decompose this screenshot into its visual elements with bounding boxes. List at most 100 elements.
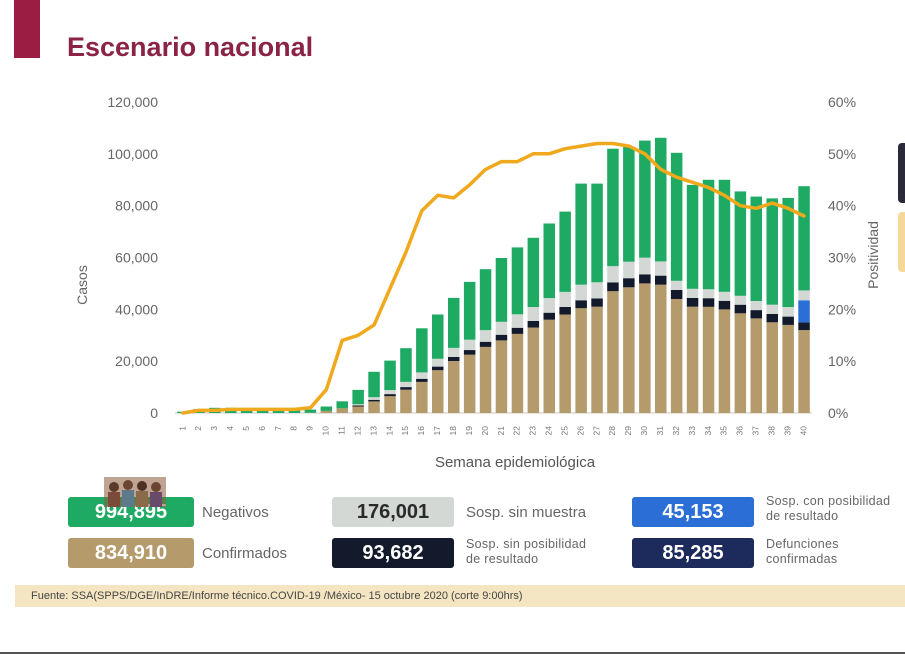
bar-negativos-w38 bbox=[766, 198, 778, 305]
bar-confirmados-w18 bbox=[448, 361, 460, 413]
bar-confirmados-w22 bbox=[511, 334, 524, 413]
y-tick-label: 120,000 bbox=[107, 94, 158, 110]
sosp-con-posibilidad-label: Sosp. con posibilidad de resultado bbox=[766, 494, 890, 524]
bar-sosp-sin-muestra-w35 bbox=[718, 291, 731, 301]
bar-confirmados-w33 bbox=[686, 306, 699, 413]
bar-confirmados-w30 bbox=[639, 283, 651, 413]
confirmados-label: Confirmados bbox=[202, 545, 288, 562]
x-tick-label: 7 bbox=[273, 426, 283, 431]
bar-sosp-sin-muestra-w17 bbox=[432, 358, 444, 367]
y-axis-label: Casos bbox=[74, 265, 90, 305]
y-tick-label: 80,000 bbox=[115, 198, 158, 214]
x-tick-label: 14 bbox=[384, 426, 394, 436]
cropped-panel-fragment-light bbox=[898, 212, 905, 272]
cropped-panel-fragment-dark bbox=[898, 143, 905, 203]
bar-sosp-sin-posibilidad-de-resultado-w34 bbox=[702, 298, 715, 307]
x-tick-label: 24 bbox=[543, 426, 553, 436]
defunciones-label: Defunciones confirmadas bbox=[766, 537, 839, 567]
bar-confirmados-w19 bbox=[463, 354, 476, 413]
x-tick-label: 5 bbox=[241, 426, 251, 431]
bar-negativos-w31 bbox=[655, 137, 667, 262]
bar-confirmados-w17 bbox=[432, 370, 444, 413]
bar-confirmados-w16 bbox=[416, 381, 428, 413]
bar-sosp-sin-posibilidad-de-resultado-w35 bbox=[718, 300, 731, 310]
x-tick-label: 10 bbox=[321, 426, 331, 436]
bar-sosp-sin-muestra-w20 bbox=[479, 330, 492, 342]
x-tick-label: 35 bbox=[719, 426, 729, 436]
bar-negativos-w9 bbox=[304, 409, 317, 413]
x-tick-label: 32 bbox=[671, 426, 681, 436]
bar-sosp-sin-muestra-w15 bbox=[400, 381, 412, 388]
bar-confirmados-w38 bbox=[766, 322, 778, 413]
bar-sosp-sin-muestra-w24 bbox=[543, 298, 555, 313]
bar-sosp-sin-posibilidad-de-resultado-w23 bbox=[527, 321, 540, 328]
x-tick-label: 26 bbox=[575, 426, 585, 436]
y2-tick-label: 30% bbox=[828, 250, 856, 266]
bar-sosp-sin-muestra-w29 bbox=[623, 261, 635, 279]
bar-negativos-w14 bbox=[384, 360, 396, 391]
defunciones-value: 85,285 bbox=[662, 541, 724, 564]
x-tick-label: 6 bbox=[257, 426, 267, 431]
defunciones-badge: 85,285 bbox=[632, 538, 754, 568]
bar-negativos-w17 bbox=[432, 314, 444, 359]
bar-sosp-sin-posibilidad-de-resultado-w26 bbox=[575, 300, 587, 309]
bar-sosp-sin-muestra-w32 bbox=[670, 280, 683, 290]
bar-negativos-w28 bbox=[607, 148, 619, 267]
x-tick-label: 22 bbox=[512, 426, 522, 436]
y-tick-label: 100,000 bbox=[107, 146, 158, 162]
negativos-label: Negativos bbox=[202, 504, 269, 521]
sosp-sin-posibilidad-label-line1: Sosp. sin posibilidad bbox=[466, 537, 587, 551]
bar-sosp-sin-posibilidad-de-resultado-w29 bbox=[623, 278, 635, 288]
sosp-con-posibilidad-value: 45,153 bbox=[662, 500, 724, 523]
bar-sosp-sin-posibilidad-de-resultado-w40 bbox=[798, 322, 810, 331]
bar-confirmados-w28 bbox=[607, 291, 619, 413]
sosp-sin-posibilidad-value: 93,682 bbox=[362, 541, 424, 564]
y2-tick-label: 40% bbox=[828, 198, 856, 214]
sosp-sin-muestra-badge: 176,001 bbox=[332, 497, 454, 527]
y-tick-label: 0 bbox=[150, 405, 158, 421]
x-tick-label: 28 bbox=[607, 426, 617, 436]
bar-confirmados-w15 bbox=[400, 389, 412, 413]
bar-negativos-w29 bbox=[623, 146, 635, 262]
bar-sosp-con-posibilidad-de-resultado-w40 bbox=[798, 300, 810, 323]
bar-sosp-sin-posibilidad-de-resultado-w22 bbox=[511, 327, 524, 334]
bar-confirmados-w37 bbox=[750, 318, 762, 413]
bar-confirmados-w31 bbox=[655, 284, 667, 413]
source-text: Fuente: SSA(SPPS/DGE/InDRE/Informe técni… bbox=[31, 590, 523, 602]
x-tick-label: 25 bbox=[559, 426, 569, 436]
bar-confirmados-w39 bbox=[782, 324, 794, 413]
x-tick-label: 15 bbox=[400, 426, 410, 436]
x-tick-label: 40 bbox=[798, 426, 808, 436]
bar-negativos-w34 bbox=[702, 179, 715, 290]
bar-negativos-w22 bbox=[511, 247, 524, 315]
y2-tick-label: 20% bbox=[828, 301, 856, 317]
x-tick-label: 21 bbox=[496, 426, 506, 436]
bar-confirmados-w26 bbox=[575, 308, 587, 413]
x-tick-label: 13 bbox=[368, 426, 378, 436]
x-tick-label: 37 bbox=[751, 426, 761, 436]
bar-negativos-w19 bbox=[463, 281, 476, 340]
x-tick-label: 19 bbox=[464, 426, 474, 436]
bar-sosp-sin-posibilidad-de-resultado-w16 bbox=[416, 378, 428, 382]
bar-sosp-sin-muestra-w18 bbox=[448, 347, 460, 357]
bar-confirmados-w11 bbox=[336, 408, 348, 413]
bar-sosp-sin-muestra-w33 bbox=[686, 288, 699, 298]
defunciones-label-line2: confirmadas bbox=[766, 552, 838, 566]
bar-sosp-sin-muestra-w28 bbox=[607, 266, 619, 283]
bar-sosp-sin-posibilidad-de-resultado-w31 bbox=[655, 275, 667, 285]
y2-tick-label: 60% bbox=[828, 94, 856, 110]
x-tick-label: 17 bbox=[432, 426, 442, 436]
bar-sosp-sin-muestra-w34 bbox=[702, 289, 715, 299]
x-tick-label: 31 bbox=[655, 426, 665, 436]
bar-confirmados-w34 bbox=[702, 306, 715, 413]
overlay-photo bbox=[104, 477, 166, 507]
bar-negativos-w39 bbox=[782, 197, 794, 307]
bar-sosp-sin-posibilidad-de-resultado-w18 bbox=[448, 357, 460, 362]
bar-negativos-w25 bbox=[559, 211, 571, 292]
x-tick-label: 12 bbox=[352, 426, 362, 436]
bar-sosp-sin-muestra-w13 bbox=[368, 397, 380, 400]
bar-sosp-sin-muestra-w31 bbox=[655, 261, 667, 276]
bar-sosp-sin-posibilidad-de-resultado-w37 bbox=[750, 310, 762, 319]
x-axis-label: Semana epidemiológica bbox=[435, 454, 596, 471]
x-tick-label: 38 bbox=[766, 426, 776, 436]
